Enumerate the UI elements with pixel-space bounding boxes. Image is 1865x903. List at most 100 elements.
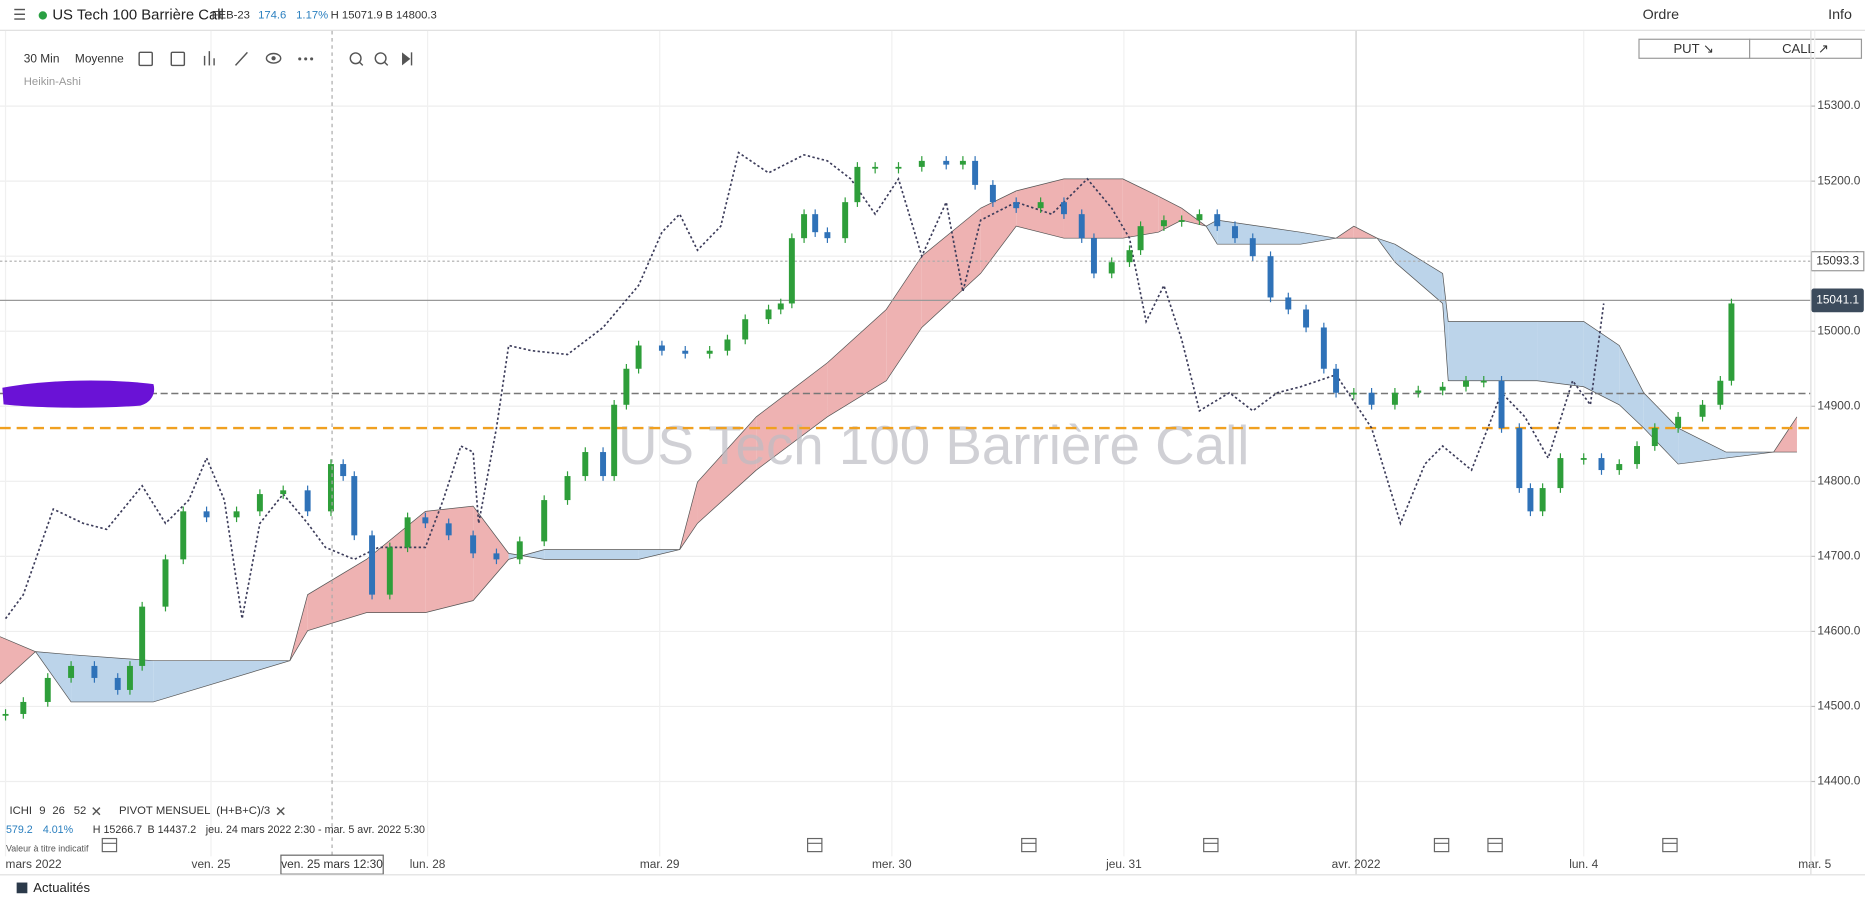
cloud-segment	[1377, 238, 1395, 263]
candle	[623, 368, 630, 405]
call-button[interactable]	[1749, 38, 1863, 59]
range-high: H 15266.7	[93, 824, 142, 836]
candle	[541, 500, 548, 542]
y-tick-label: 14800.0	[1817, 473, 1860, 487]
candle	[635, 345, 642, 369]
info-button[interactable]: Info	[1828, 7, 1852, 23]
y-tick-label: 14700.0	[1817, 549, 1860, 563]
candle	[114, 677, 121, 690]
y-tick-label: 14500.0	[1817, 699, 1860, 713]
candle	[742, 319, 749, 340]
x-tick-label: jeu. 31	[1105, 857, 1142, 871]
cloud-segment	[1643, 392, 1679, 465]
lagging-span	[4, 151, 1605, 620]
cloud-segment	[697, 416, 757, 524]
range-change: 579.2	[6, 824, 33, 836]
high: H 15071.9	[331, 9, 383, 21]
order-button[interactable]: Ordre	[1643, 7, 1680, 23]
chart-style: Heikin-Ashi	[24, 76, 81, 88]
range-low: B 14437.2	[147, 824, 196, 836]
candle	[1634, 446, 1641, 465]
candle	[1350, 392, 1357, 395]
candle	[1391, 392, 1398, 405]
candle	[682, 350, 689, 354]
cloud-segment	[425, 506, 474, 613]
candle	[611, 404, 618, 477]
candle	[340, 464, 347, 477]
crosshair-label: ven. 25 mars 12:30	[281, 857, 383, 871]
candle	[1439, 386, 1446, 391]
cloud-segment	[307, 559, 367, 631]
ichimoku-param: 9	[39, 805, 45, 817]
candle	[989, 184, 996, 203]
candle	[1728, 303, 1735, 381]
menu-icon[interactable]	[14, 8, 25, 20]
candle	[1463, 380, 1469, 387]
candle	[1232, 226, 1238, 239]
x-tick-label: ven. 25	[192, 857, 231, 871]
y-tick-label: 14400.0	[1817, 774, 1860, 788]
candle	[1699, 404, 1706, 417]
candle	[445, 523, 452, 536]
lagging-line	[4, 151, 1605, 620]
price-levels	[0, 260, 1811, 430]
cloud-segment	[886, 256, 922, 381]
last-price-tag-label: 15041.1	[1816, 293, 1859, 307]
x-tick-label: lun. 28	[410, 857, 446, 871]
candle	[422, 517, 429, 524]
toolbar-icons[interactable]	[138, 51, 413, 67]
cloud-segment	[1537, 321, 1584, 387]
candle	[1415, 390, 1422, 393]
news-button[interactable]: Actualités	[33, 880, 90, 895]
range-change-pct: 4.01%	[43, 824, 74, 836]
candle	[1060, 202, 1067, 215]
candle	[765, 309, 772, 320]
cloud-segment	[1448, 321, 1538, 381]
candle	[943, 160, 950, 165]
candle	[386, 547, 393, 595]
candle	[959, 160, 966, 165]
cloud-segment	[638, 549, 680, 560]
candle	[180, 511, 187, 560]
expiry: FEB-23	[212, 9, 250, 21]
candle	[44, 677, 51, 702]
axes: 14400.0 14500.0 14600.0 14700.0 14800.0 14900…	[6, 30, 1865, 875]
range-period: jeu. 24 mars 2022 2:30 - mar. 5 avr. 202…	[205, 824, 425, 836]
cloud-segment	[366, 511, 426, 613]
interval[interactable]: 30 Min	[24, 52, 60, 66]
cloud-segment	[1063, 178, 1123, 239]
reference-tag-label: 15093.3	[1816, 253, 1859, 267]
x-tick-label: mar. 5	[1798, 857, 1831, 871]
cloud-segment	[1773, 416, 1797, 453]
cloud-segment	[1583, 321, 1620, 405]
candle	[351, 476, 358, 536]
candle	[404, 517, 411, 548]
cloud-segment	[1206, 220, 1218, 245]
last-price-tag	[1811, 288, 1864, 313]
candle	[1651, 428, 1658, 447]
remove-pivot[interactable]	[276, 807, 285, 816]
candle	[1516, 428, 1523, 489]
candle	[516, 541, 523, 560]
cloud-segment	[1394, 244, 1443, 304]
candle	[1267, 256, 1274, 298]
x-tick-label: lun. 4	[1569, 857, 1598, 871]
candle	[1717, 380, 1724, 405]
candle	[68, 665, 75, 678]
x-tick-label: mer. 30	[872, 857, 912, 871]
redaction	[2, 380, 155, 408]
candle	[256, 494, 263, 512]
candle	[1480, 380, 1487, 383]
cloud-segment	[827, 309, 887, 417]
candle	[1196, 214, 1203, 221]
event-icons[interactable]	[101, 837, 1678, 853]
candle	[872, 166, 879, 169]
candle	[600, 452, 607, 477]
candle	[918, 160, 925, 167]
remove-ichimoku[interactable]	[92, 807, 101, 816]
low: B 14800.3	[385, 9, 436, 21]
pivot-label: PIVOT	[119, 805, 153, 817]
candle	[280, 490, 287, 495]
mode[interactable]: Moyenne	[75, 52, 124, 66]
y-tick-label: 14900.0	[1817, 398, 1860, 412]
